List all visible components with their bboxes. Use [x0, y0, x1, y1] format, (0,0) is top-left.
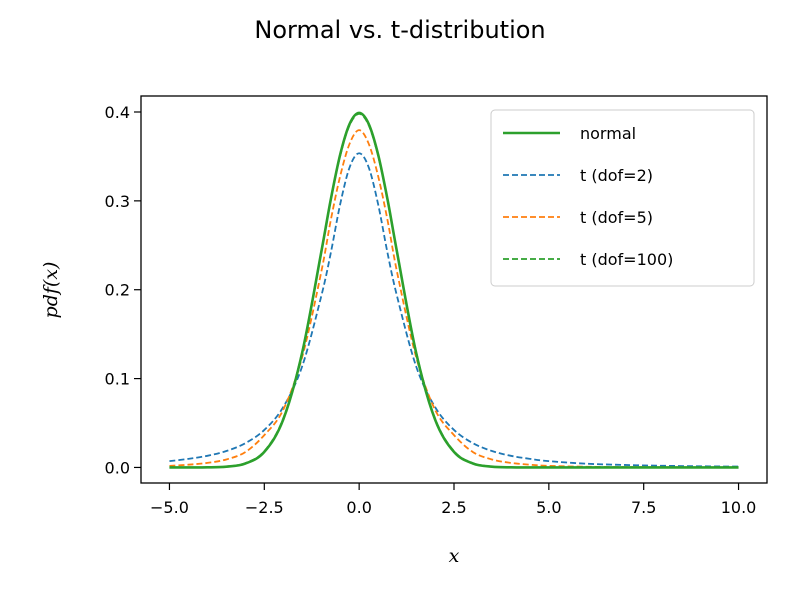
y-axis: 0.0 0.1 0.2 0.3 0.4 [105, 103, 141, 477]
legend-label: normal [580, 124, 636, 143]
x-tick-label: 0.0 [346, 498, 371, 517]
series-layer [169, 111, 739, 469]
x-tick-label: 10.0 [721, 498, 757, 517]
y-tick-label: 0.0 [105, 458, 130, 477]
y-tick-label: 0.4 [105, 103, 130, 122]
x-axis: −5.0 −2.5 0.0 2.5 5.0 7.5 10.0 [150, 483, 756, 517]
x-tick-label: 7.5 [631, 498, 656, 517]
x-tick-label: −2.5 [245, 498, 284, 517]
y-tick-label: 0.1 [105, 370, 130, 389]
x-tick-label: −5.0 [150, 498, 189, 517]
x-tick-label: 5.0 [536, 498, 561, 517]
legend-label: t (dof=100) [580, 250, 673, 269]
legend-label: t (dof=2) [580, 166, 653, 185]
legend-label: t (dof=5) [580, 208, 653, 227]
x-axis-label: x [449, 545, 460, 567]
y-tick-label: 0.2 [105, 281, 130, 300]
y-tick-label: 0.3 [105, 192, 130, 211]
y-axis-label: pdf(x) [40, 262, 62, 319]
series-line-t-dof-5 [169, 129, 739, 469]
series-line-normal [169, 111, 739, 469]
series-line-t-dof-2 [169, 152, 739, 468]
legend-box [490, 109, 755, 287]
chart-title: Normal vs. t-distribution [254, 16, 545, 44]
legend: normal t (dof=2) t (dof=5) t (dof=100) [490, 109, 755, 287]
x-tick-label: 2.5 [441, 498, 466, 517]
